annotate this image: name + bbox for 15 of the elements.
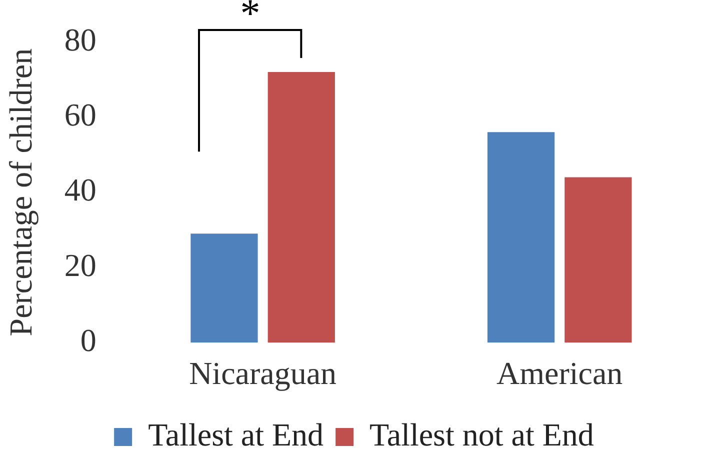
text: * <box>240 0 260 36</box>
bar <box>190 234 258 343</box>
bar <box>268 72 335 343</box>
legend-label: Tallest at End <box>148 416 324 452</box>
y-tick-label: 20 <box>64 246 96 283</box>
x-tick-label: American <box>496 355 623 392</box>
y-axis-title: Percentage of children <box>2 48 39 336</box>
x-tick-label: Nicaraguan <box>189 355 337 392</box>
y-tick-label: 60 <box>64 96 96 133</box>
y-tick-label: 0 <box>80 322 96 358</box>
legend-label: Tallest not at End <box>370 416 594 452</box>
bar <box>487 132 555 343</box>
y-tick-label: 40 <box>64 172 96 208</box>
y-tick-label: 80 <box>64 21 96 58</box>
bar <box>564 177 632 343</box>
